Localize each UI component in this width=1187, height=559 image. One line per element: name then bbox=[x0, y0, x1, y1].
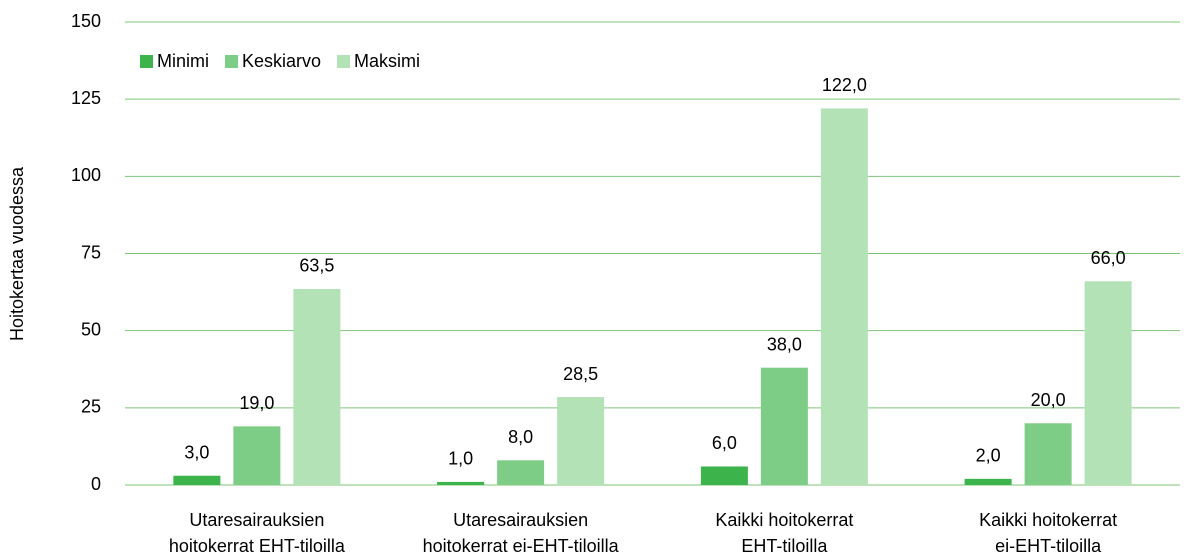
value-label: 2,0 bbox=[976, 446, 1001, 466]
bar bbox=[497, 460, 545, 485]
value-label: 6,0 bbox=[712, 433, 737, 453]
bar bbox=[557, 397, 605, 485]
x-tick-label: hoitokerrat ei-EHT-tiloilla bbox=[423, 536, 620, 556]
bar bbox=[293, 288, 341, 485]
x-tick-label: ei-EHT-tiloilla bbox=[995, 536, 1102, 556]
x-tick-label: Kaikki hoitokerrat bbox=[979, 510, 1117, 530]
bar bbox=[760, 367, 808, 485]
legend-swatch bbox=[140, 55, 153, 68]
legend-label: Maksimi bbox=[354, 51, 420, 71]
bar bbox=[964, 478, 1012, 485]
bar bbox=[700, 466, 748, 485]
bar bbox=[173, 475, 221, 485]
legend-label: Minimi bbox=[157, 51, 209, 71]
y-tick-label: 150 bbox=[71, 11, 101, 31]
x-tick-label: EHT-tiloilla bbox=[741, 536, 828, 556]
bar bbox=[437, 481, 485, 485]
y-axis-label: Hoitokertaa vuodessa bbox=[7, 166, 27, 341]
y-tick-label: 75 bbox=[81, 242, 101, 262]
x-tick-label: hoitokerrat EHT-tiloilla bbox=[169, 536, 346, 556]
legend-label: Keskiarvo bbox=[242, 51, 321, 71]
y-tick-label: 50 bbox=[81, 319, 101, 339]
value-label: 1,0 bbox=[448, 449, 473, 469]
bar bbox=[1024, 423, 1072, 485]
value-label: 19,0 bbox=[239, 393, 274, 413]
y-tick-label: 0 bbox=[91, 474, 101, 494]
x-tick-label: Utaresairauksien bbox=[453, 510, 588, 530]
y-tick-label: 25 bbox=[81, 397, 101, 417]
y-tick-label: 100 bbox=[71, 165, 101, 185]
value-label: 8,0 bbox=[508, 427, 533, 447]
y-tick-label: 125 bbox=[71, 88, 101, 108]
legend-swatch bbox=[337, 55, 351, 68]
value-label: 66,0 bbox=[1091, 248, 1126, 268]
value-label: 20,0 bbox=[1031, 390, 1066, 410]
value-label: 63,5 bbox=[299, 256, 334, 276]
x-tick-label: Kaikki hoitokerrat bbox=[715, 510, 853, 530]
bar bbox=[820, 108, 868, 485]
bar bbox=[233, 426, 281, 485]
x-tick-label: Utaresairauksien bbox=[189, 510, 324, 530]
value-label: 122,0 bbox=[822, 75, 867, 95]
legend-swatch bbox=[225, 55, 238, 68]
bar bbox=[1084, 281, 1132, 485]
value-label: 38,0 bbox=[767, 334, 802, 354]
value-label: 3,0 bbox=[184, 442, 209, 462]
value-label: 28,5 bbox=[563, 364, 598, 384]
